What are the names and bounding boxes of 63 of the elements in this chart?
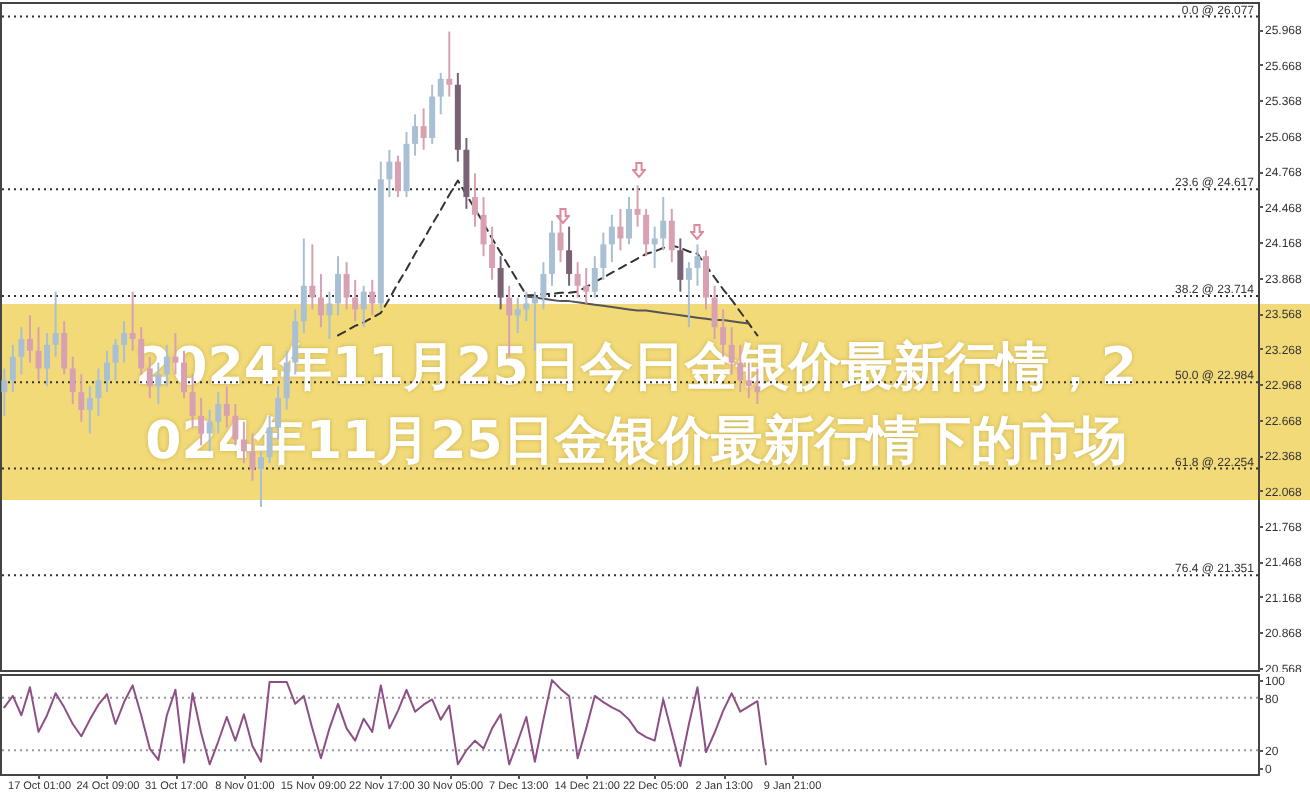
candlestick: [668, 207, 675, 264]
candlestick: [121, 320, 128, 364]
candlestick: [548, 219, 555, 287]
candlestick: [61, 320, 68, 376]
candlestick: [446, 30, 453, 98]
candlestick: [660, 196, 667, 252]
candlestick: [86, 385, 93, 435]
candlestick: [523, 290, 530, 323]
candlestick: [617, 207, 624, 252]
candlestick: [69, 355, 76, 405]
candlestick: [326, 290, 333, 340]
candlestick: [566, 225, 573, 287]
candlestick: [420, 107, 427, 151]
candlestick: [335, 255, 342, 317]
candlestick: [44, 332, 51, 388]
candlestick: [643, 207, 650, 258]
candlestick: [18, 326, 25, 376]
candlestick: [352, 278, 359, 323]
candlestick: [703, 249, 710, 311]
candlestick: [52, 290, 59, 358]
candlestick: [26, 314, 33, 364]
candlestick: [129, 290, 136, 352]
candlestick: [489, 225, 496, 281]
candlestick: [737, 343, 744, 394]
candlestick: [1, 367, 8, 417]
line-series: [3, 679, 767, 768]
candlestick: [412, 113, 419, 157]
candlestick: [429, 83, 436, 145]
candlestick: [685, 261, 692, 329]
candlestick: [35, 326, 42, 382]
candlestick: [112, 337, 119, 382]
candlestick: [651, 225, 658, 270]
candlestick: [78, 373, 85, 423]
candlestick: [600, 231, 607, 281]
candlestick: [634, 184, 641, 228]
candlestick: [514, 296, 521, 335]
candlestick: [437, 71, 444, 116]
candlestick: [711, 284, 718, 340]
candlestick: [608, 213, 615, 264]
candlestick: [95, 367, 102, 417]
candlestick: [403, 131, 410, 199]
candlestick: [694, 243, 701, 287]
candlestick: [591, 255, 598, 299]
candlestick: [103, 349, 110, 394]
candlestick: [497, 255, 504, 311]
candlestick: [626, 196, 632, 246]
candlestick: [540, 261, 547, 311]
candlestick: [583, 267, 590, 305]
candlestick: [386, 148, 393, 199]
candlestick: [463, 136, 470, 210]
candlestick: [471, 172, 478, 228]
candlestick: [317, 272, 324, 329]
candlestick: [360, 284, 367, 329]
candlestick: [557, 213, 564, 264]
candlestick: [9, 343, 16, 394]
candlestick: [343, 261, 350, 311]
candlestick: [677, 237, 684, 293]
candlestick: [394, 154, 401, 199]
candlestick: [309, 243, 316, 311]
candlestick: [480, 196, 487, 258]
candlestick: [369, 278, 376, 317]
candlestick: [574, 261, 581, 299]
candlestick: [300, 237, 307, 335]
